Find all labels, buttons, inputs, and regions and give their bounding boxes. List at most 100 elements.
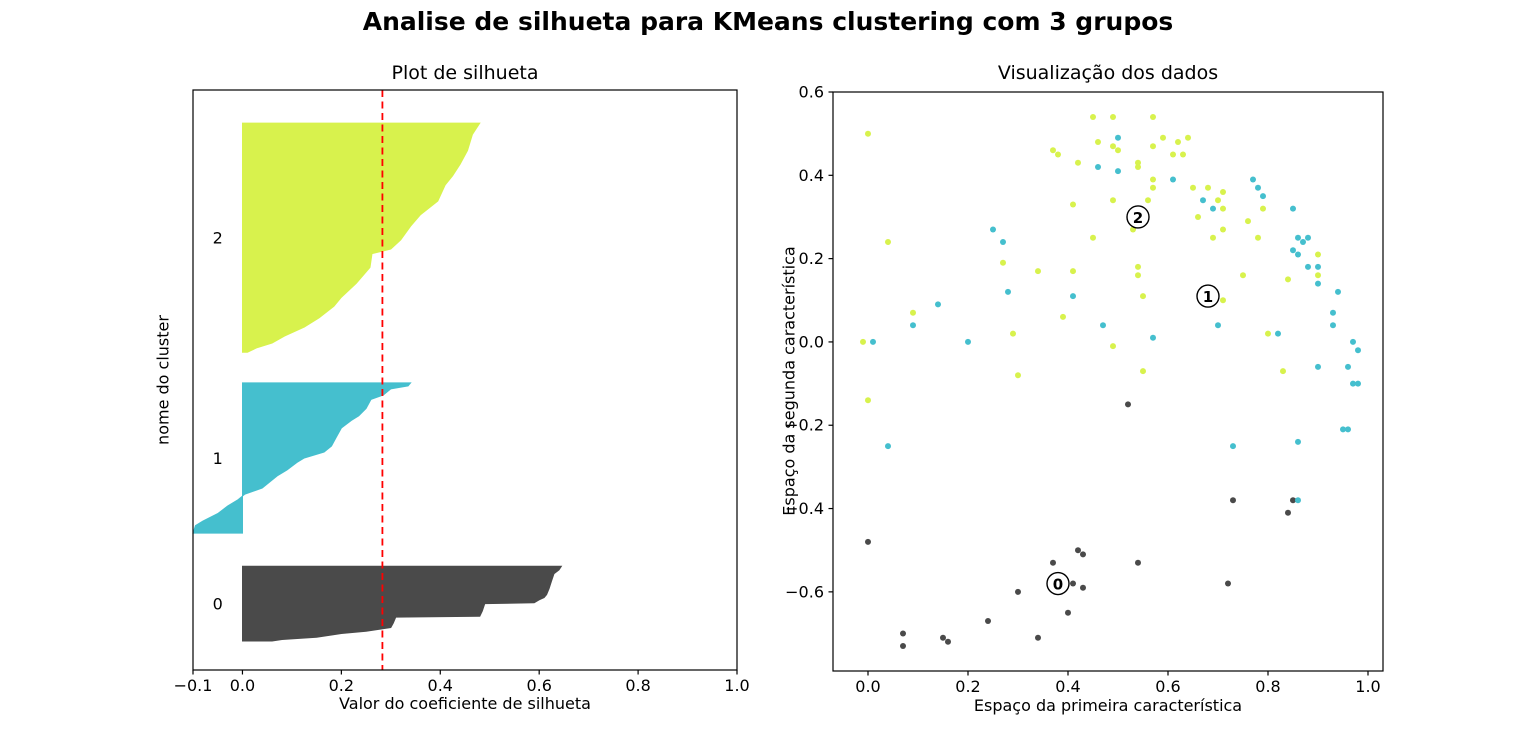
scatter-point-cluster-2 [1150, 114, 1156, 120]
y-tick-label: −0.6 [785, 582, 824, 601]
scatter-point-cluster-2 [1185, 134, 1191, 141]
scatter-point-cluster-1 [935, 301, 941, 308]
scatter-point-cluster-2 [1220, 189, 1226, 195]
scatter-point-cluster-2 [1055, 151, 1061, 158]
scatter-point-cluster-0 [1135, 559, 1141, 566]
scatter-point-cluster-2 [1150, 184, 1156, 191]
scatter-point-cluster-1 [1005, 288, 1011, 295]
scatter-x-axis-label: Espaço da primeira característica [973, 696, 1243, 715]
silhouette-cluster-2 [242, 122, 481, 353]
scatter-point-cluster-0 [900, 630, 906, 637]
x-tick-label: 1.0 [1355, 677, 1380, 696]
figure-title: Analise de silhueta para KMeans clusteri… [362, 7, 1174, 36]
scatter-point-cluster-1 [1305, 234, 1311, 241]
scatter-point-cluster-2 [1135, 263, 1141, 270]
scatter-point-cluster-2 [1075, 159, 1081, 166]
x-tick-label: −0.1 [174, 676, 213, 695]
scatter-point-cluster-1 [1275, 330, 1281, 337]
scatter-point-cluster-1 [1095, 164, 1101, 170]
scatter-point-cluster-1 [1330, 322, 1336, 329]
scatter-point-cluster-0 [1125, 401, 1131, 408]
scatter-point-cluster-2 [860, 338, 866, 345]
scatter-point-cluster-1 [1215, 322, 1221, 329]
scatter-point-cluster-1 [1170, 176, 1176, 183]
scatter-point-cluster-2 [1035, 268, 1041, 275]
y-tick-label: 0.0 [799, 332, 824, 351]
silhouette-cluster-0 [242, 565, 563, 642]
scatter-point-cluster-0 [1050, 559, 1056, 566]
cluster-label-2: 2 [213, 229, 223, 248]
scatter-point-cluster-1 [1355, 347, 1361, 354]
scatter-point-cluster-2 [1215, 197, 1221, 204]
x-tick-label: 0.4 [1055, 677, 1080, 696]
cluster-center-label-1: 1 [1203, 288, 1213, 306]
scatter-point-cluster-2 [1190, 184, 1196, 191]
scatter-point-cluster-2 [865, 397, 871, 404]
scatter-point-cluster-1 [1345, 426, 1351, 433]
scatter-point-cluster-1 [1295, 438, 1301, 445]
cluster-center-label-0: 0 [1053, 576, 1063, 594]
scatter-point-cluster-0 [985, 618, 991, 624]
scatter-point-cluster-2 [1180, 151, 1186, 158]
scatter-point-cluster-2 [910, 309, 916, 316]
cluster-center-marker-2 [1126, 205, 1150, 229]
scatter-point-cluster-2 [1140, 293, 1146, 300]
scatter-point-cluster-2 [1150, 176, 1156, 183]
scatter-axes [832, 91, 1384, 672]
scatter-point-cluster-0 [1015, 588, 1021, 595]
scatter-point-cluster-0 [1290, 497, 1296, 504]
silhouette-axes [192, 89, 738, 671]
scatter-point-cluster-1 [1210, 205, 1216, 212]
silhouette-x-axis-label: Valor do coeficiente de silhueta [339, 694, 591, 713]
scatter-point-cluster-1 [1115, 168, 1121, 175]
scatter-point-cluster-2 [1150, 143, 1156, 150]
scatter-point-cluster-2 [1070, 201, 1076, 208]
scatter-point-cluster-2 [1220, 226, 1226, 233]
scatter-point-cluster-0 [940, 634, 946, 641]
scatter-point-cluster-1 [1315, 363, 1321, 370]
scatter-point-cluster-2 [1175, 139, 1181, 145]
scatter-point-cluster-1 [990, 226, 996, 233]
scatter-point-cluster-2 [1255, 234, 1261, 241]
scatter-point-cluster-2 [1135, 164, 1141, 170]
scatter-point-cluster-2 [1220, 297, 1226, 304]
silhouette-cluster-1 [192, 382, 412, 534]
y-tick-label: −0.4 [785, 499, 824, 518]
scatter-point-cluster-1 [1355, 380, 1361, 387]
scatter-y-axis-label: Espaço da segunda característica [779, 246, 799, 516]
silhouette-plot-title: Plot de silhueta [391, 62, 539, 84]
scatter-point-cluster-0 [865, 538, 871, 545]
scatter-point-cluster-2 [1195, 214, 1201, 220]
cluster-center-marker-1 [1196, 284, 1220, 308]
scatter-point-cluster-2 [1315, 251, 1321, 258]
scatter-point-cluster-1 [1295, 251, 1301, 258]
scatter-point-cluster-0 [1285, 509, 1291, 516]
x-tick-label: 0.6 [526, 676, 551, 695]
cluster-center-marker-0 [1046, 571, 1070, 596]
scatter-point-cluster-1 [1115, 134, 1121, 141]
silhouette-y-axis-label: nome do cluster [153, 315, 173, 445]
x-tick-label: 0.0 [855, 677, 880, 696]
x-tick-label: 0.6 [1155, 677, 1180, 696]
scatter-point-cluster-2 [1240, 272, 1246, 279]
scatter-point-cluster-2 [1110, 143, 1116, 150]
y-tick-label: −0.2 [785, 416, 824, 435]
scatter-point-cluster-2 [1090, 234, 1096, 241]
cluster-label-0: 0 [213, 595, 223, 614]
scatter-point-cluster-2 [1210, 234, 1216, 241]
scatter-point-cluster-1 [1000, 239, 1006, 245]
scatter-point-cluster-1 [1295, 497, 1301, 504]
x-tick-label: 0.2 [955, 677, 980, 696]
y-tick-label: 0.6 [799, 83, 824, 102]
scatter-point-cluster-0 [900, 643, 906, 649]
scatter-point-cluster-2 [1280, 368, 1286, 375]
scatter-point-cluster-2 [1260, 205, 1266, 212]
scatter-point-cluster-1 [1300, 239, 1306, 245]
scatter-point-cluster-1 [1350, 338, 1356, 345]
scatter-point-cluster-1 [1290, 247, 1296, 254]
scatter-point-cluster-1 [1330, 309, 1336, 316]
scatter-point-cluster-1 [1315, 280, 1321, 287]
scatter-point-cluster-1 [1290, 205, 1296, 212]
